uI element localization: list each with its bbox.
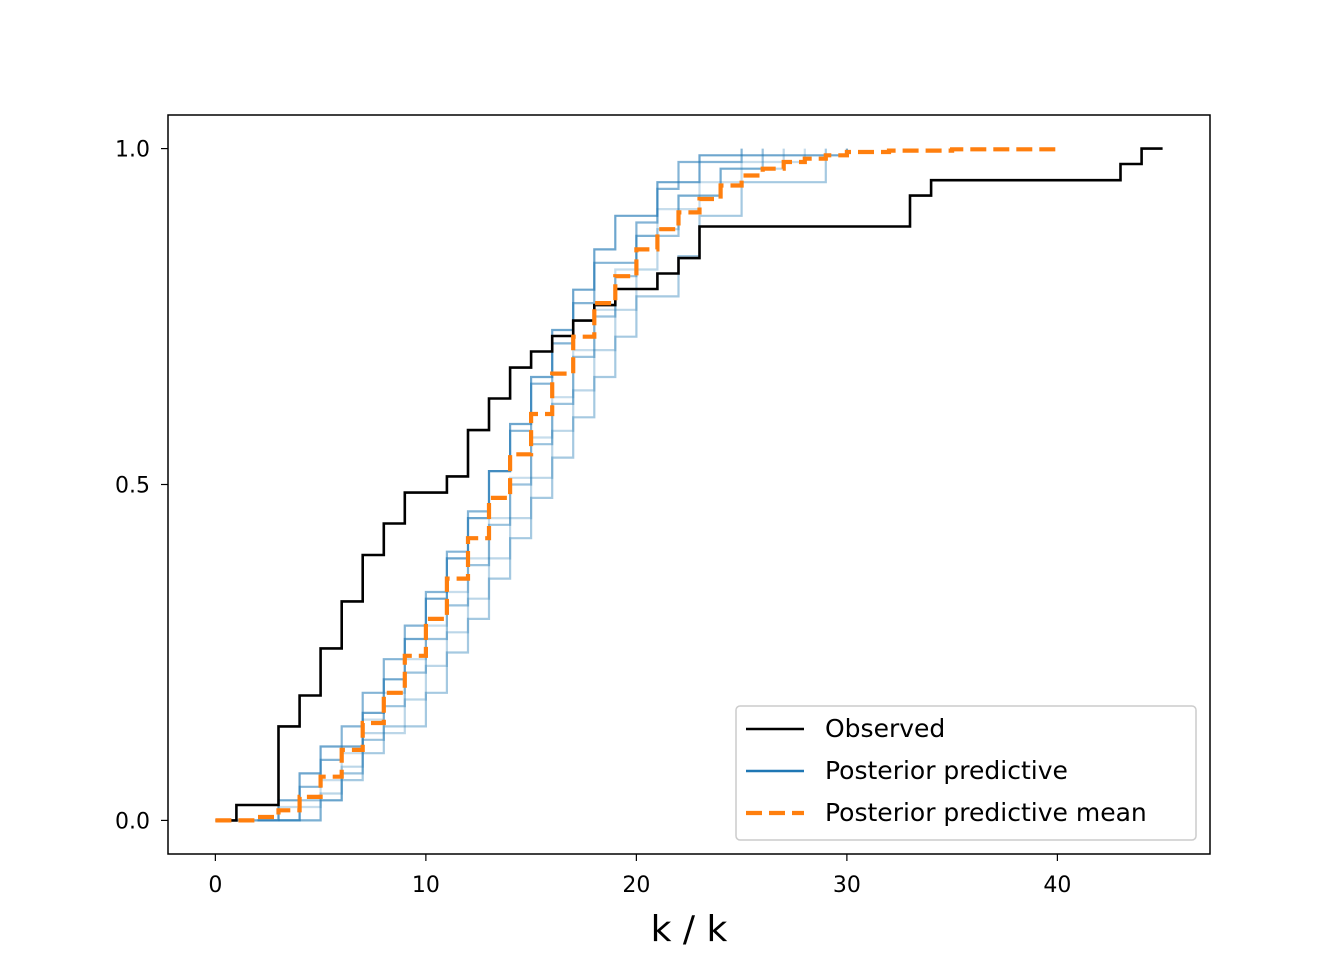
x-tick-label: 10 [412, 873, 440, 898]
legend-entry-observed-label: Observed [825, 714, 945, 743]
y-tick-label: 0.0 [115, 809, 150, 834]
posterior-predictive-line [278, 148, 764, 822]
ticks-layer: 0 10 20 30 40 0.0 0.5 1.0 [115, 138, 1071, 898]
legend-entry-posterior-mean-label: Posterior predictive mean [825, 798, 1147, 827]
y-tick-label: 0.5 [115, 474, 150, 499]
y-tick-label: 1.0 [115, 138, 150, 163]
x-tick-label: 30 [833, 873, 861, 898]
series-layer [215, 147, 1163, 823]
x-tick-label: 20 [622, 873, 650, 898]
posterior-mean-line [215, 147, 1060, 823]
legend-box [735, 705, 1197, 841]
legend: Observed Posterior predictive Posterior pr… [735, 705, 1197, 841]
x-tick-label: 0 [208, 873, 222, 898]
posterior-predictive-line [257, 148, 743, 822]
legend-entry-posterior-predictive-label: Posterior predictive [825, 756, 1068, 785]
x-axis-label: k / k [651, 909, 728, 950]
x-tick-label: 40 [1043, 873, 1071, 898]
observed-line [215, 147, 1163, 822]
